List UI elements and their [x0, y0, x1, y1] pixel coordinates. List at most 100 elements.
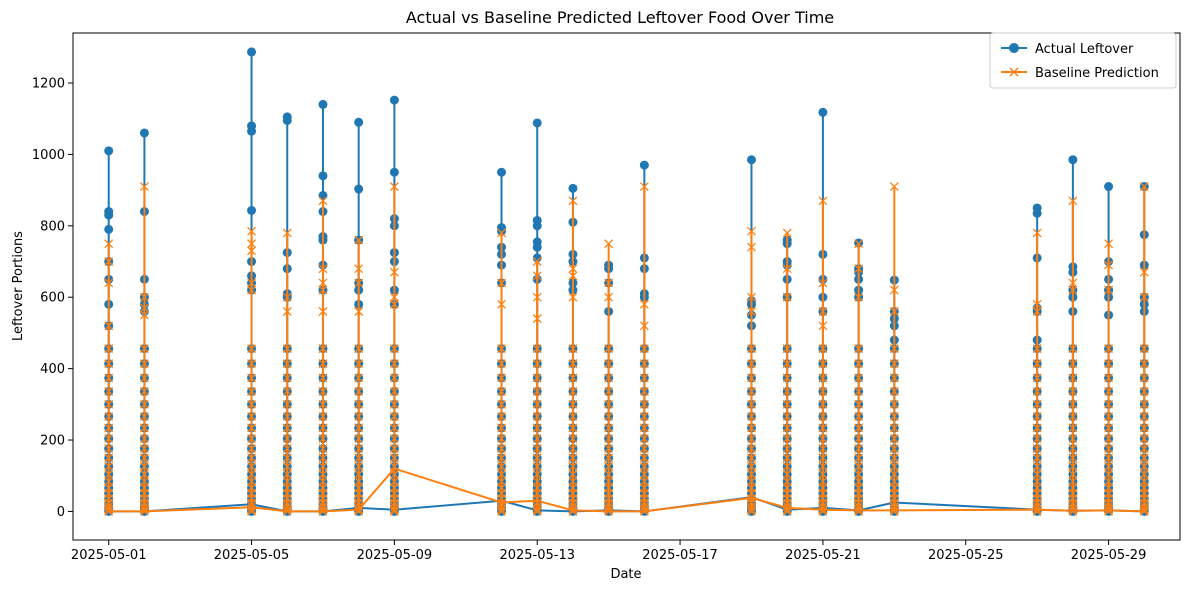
prediction-point	[1104, 285, 1114, 295]
prediction-point	[104, 257, 114, 266]
data-point	[389, 95, 399, 105]
prediction-point	[532, 257, 542, 266]
prediction-point	[139, 461, 149, 471]
prediction-point	[282, 307, 292, 316]
prediction-point	[747, 359, 756, 369]
prediction-point	[389, 476, 399, 486]
prediction-point	[247, 285, 257, 295]
prediction-point	[1068, 387, 1078, 396]
prediction-point	[818, 307, 828, 316]
prediction-point	[747, 423, 756, 433]
prediction-point	[247, 483, 257, 493]
prediction-point	[318, 469, 328, 479]
prediction-point	[1139, 469, 1149, 479]
prediction-point	[104, 498, 114, 508]
prediction-point	[104, 453, 114, 463]
prediction-point	[818, 344, 828, 354]
prediction-point	[889, 182, 899, 191]
prediction-point	[782, 483, 792, 493]
prediction-point	[854, 461, 864, 471]
prediction-point	[247, 434, 257, 444]
prediction-point	[1032, 444, 1042, 454]
prediction-point	[568, 461, 578, 471]
prediction-point	[497, 387, 506, 396]
prediction-point	[1068, 344, 1078, 354]
x-tick-label: 2025-05-09	[357, 548, 433, 563]
prediction-point	[639, 399, 649, 409]
prediction-point	[747, 399, 756, 409]
prediction-point	[1032, 453, 1042, 463]
prediction-point	[604, 476, 614, 486]
prediction-point	[282, 453, 292, 463]
prediction-point	[1104, 476, 1114, 486]
prediction-point	[1139, 434, 1149, 444]
prediction-point	[1139, 399, 1149, 409]
prediction-point	[604, 453, 614, 463]
prediction-point	[604, 412, 614, 421]
data-point	[1104, 182, 1114, 192]
prediction-point	[282, 412, 292, 421]
prediction-point	[1032, 483, 1042, 493]
prediction-point	[818, 444, 828, 454]
prediction-point	[354, 412, 364, 421]
prediction-point	[639, 498, 649, 508]
prediction-point	[1139, 344, 1149, 354]
prediction-point	[247, 498, 257, 508]
prediction-point	[532, 314, 542, 324]
prediction-point	[139, 434, 149, 444]
prediction-point	[282, 498, 292, 508]
prediction-point	[747, 504, 756, 514]
y-tick-label: 1200	[32, 76, 65, 91]
prediction-point	[282, 359, 292, 369]
prediction-point	[247, 387, 257, 396]
prediction-point	[1104, 387, 1114, 396]
x-tick-label: 2025-05-29	[1071, 548, 1147, 563]
data-point	[354, 117, 364, 127]
prediction-point	[568, 292, 578, 302]
prediction-point	[318, 476, 328, 486]
prediction-point	[354, 476, 364, 486]
prediction-point	[747, 292, 756, 302]
prediction-point	[639, 501, 649, 511]
prediction-point	[1104, 501, 1114, 511]
prediction-point	[1032, 387, 1042, 396]
prediction-point	[497, 344, 506, 354]
prediction-point	[639, 373, 649, 383]
prediction-point	[747, 483, 756, 493]
prediction-point	[139, 182, 149, 191]
prediction-point	[532, 504, 542, 514]
prediction-point	[854, 504, 864, 514]
data-point	[389, 167, 399, 177]
prediction-point	[497, 412, 506, 421]
prediction-point	[854, 453, 864, 463]
prediction-point	[1139, 292, 1149, 302]
prediction-point	[282, 483, 292, 493]
prediction-point	[1068, 476, 1078, 486]
prediction-point	[1139, 476, 1149, 486]
prediction-point	[747, 469, 756, 479]
prediction-point	[889, 412, 899, 421]
prediction-point	[389, 299, 399, 309]
prediction-point	[1032, 359, 1042, 369]
prediction-point	[1139, 267, 1149, 277]
prediction-point	[318, 278, 328, 288]
prediction-point	[139, 453, 149, 463]
prediction-point	[104, 321, 114, 331]
prediction-point	[282, 344, 292, 354]
prediction-point	[532, 399, 542, 409]
prediction-point	[389, 373, 399, 383]
prediction-point	[782, 387, 792, 396]
prediction-point	[568, 412, 578, 421]
prediction-point	[604, 434, 614, 444]
prediction-point	[247, 246, 257, 256]
prediction-point	[782, 501, 792, 511]
prediction-point	[497, 483, 506, 493]
prediction-point	[568, 271, 578, 281]
prediction-point	[889, 399, 899, 409]
prediction-point	[604, 423, 614, 433]
prediction-point	[497, 444, 506, 454]
prediction-point	[389, 292, 399, 302]
prediction-point	[1104, 359, 1114, 369]
plot-frame	[72, 32, 1181, 541]
